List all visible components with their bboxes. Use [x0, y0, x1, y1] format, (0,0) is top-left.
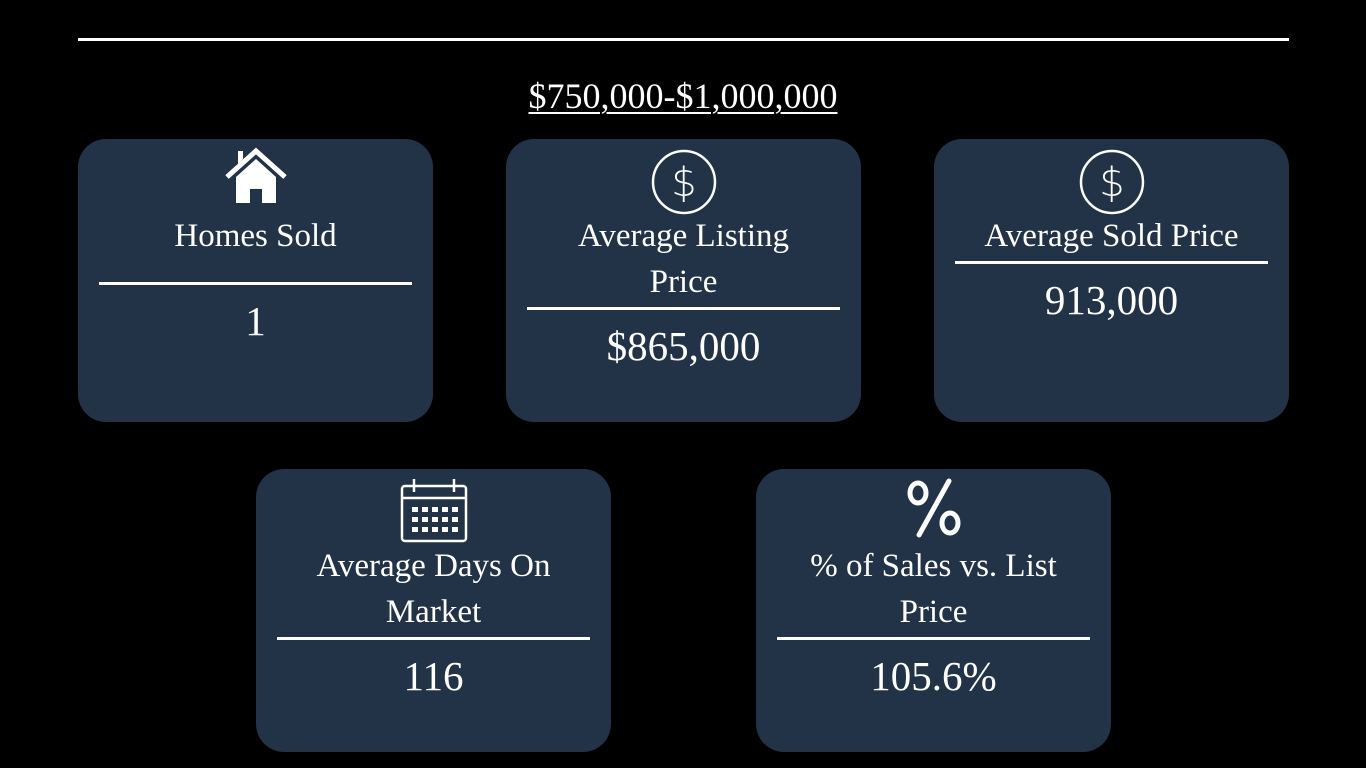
percent-icon [904, 477, 964, 543]
house-icon [224, 147, 288, 213]
svg-text:$: $ [1099, 160, 1124, 206]
card-value: 913,000 [1044, 277, 1179, 323]
card-average-listing-price: $ Average Listing Price $865,000 [506, 139, 861, 422]
divider [955, 261, 1268, 264]
card-value: $865,000 [606, 323, 761, 369]
divider [777, 637, 1090, 640]
card-average-sold-price: $ Average Sold Price 913,000 [934, 139, 1289, 422]
card-percent-sales-vs-list: % of Sales vs. List Price 105.6% [756, 469, 1111, 752]
svg-text:$: $ [671, 160, 696, 206]
dollar-circle-icon: $ [650, 147, 718, 215]
divider [527, 307, 840, 310]
card-value: 116 [403, 653, 464, 699]
card-average-days-on-market: Average Days On Market 116 [256, 469, 611, 752]
card-homes-sold: Homes Sold 1 [78, 139, 433, 422]
card-label: Homes Sold [174, 218, 337, 254]
card-value: 1 [245, 298, 266, 344]
divider [99, 282, 412, 285]
card-value: 105.6% [870, 653, 997, 699]
divider [277, 637, 590, 640]
calendar-icon [400, 477, 468, 543]
page-title: $750,000-$1,000,000 [528, 76, 838, 116]
top-rule [78, 38, 1289, 41]
card-label: Average Listing Price [577, 218, 790, 300]
card-label: % of Sales vs. List Price [810, 548, 1057, 630]
card-label: Average Days On Market [316, 548, 551, 630]
card-label: Average Sold Price [984, 218, 1239, 254]
dollar-circle-icon: $ [1078, 147, 1146, 215]
